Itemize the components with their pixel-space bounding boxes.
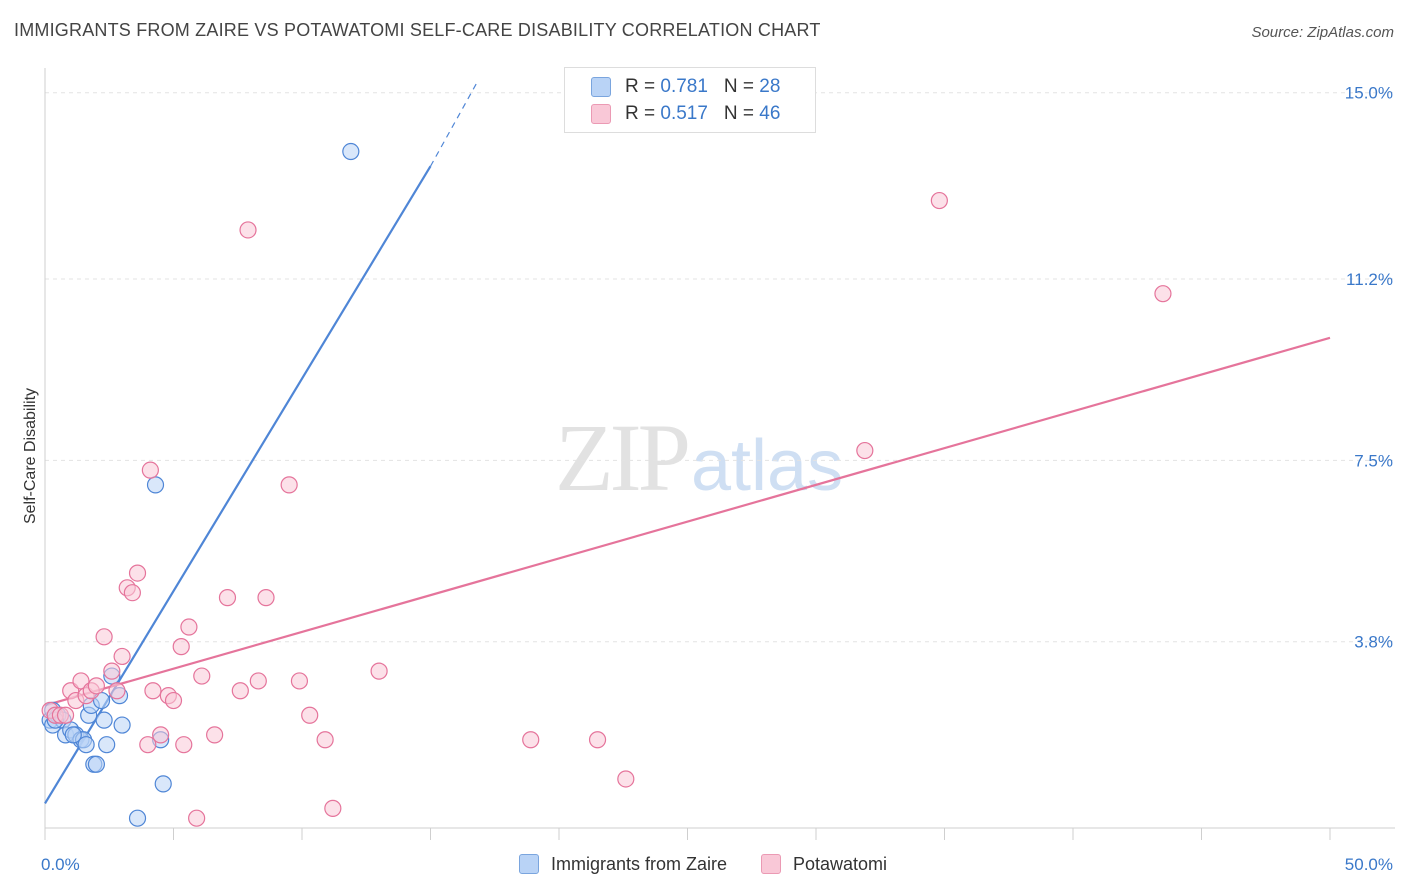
point-potawatomi[interactable] [95, 628, 113, 646]
tick-labels: 3.8% 7.5% 11.2% 15.0% 0.0% 50.0% [41, 84, 1393, 874]
watermark: ZIPatlas [555, 402, 843, 513]
data-points [41, 142, 1172, 827]
point-potawatomi[interactable] [193, 667, 211, 685]
legend-r-value: 0.517 [660, 103, 708, 124]
point-potawatomi[interactable] [239, 221, 257, 239]
axes [44, 68, 1395, 840]
point-potawatomi[interactable] [522, 731, 540, 749]
point-potawatomi[interactable] [128, 564, 147, 582]
watermark-zip: ZIP [555, 404, 691, 511]
legend-n-label: N = [723, 103, 760, 124]
point-potawatomi[interactable] [290, 672, 309, 690]
point-potawatomi[interactable] [231, 682, 249, 700]
point-potawatomi[interactable] [218, 589, 237, 607]
trend-line-potawatomi [44, 336, 1331, 707]
y-tick-label: 15.0% [1345, 84, 1393, 103]
y-tick-label: 11.2% [1346, 270, 1393, 289]
point-potawatomi[interactable] [188, 809, 206, 827]
point-potawatomi[interactable] [172, 638, 190, 656]
legend-n-value: 46 [759, 103, 781, 124]
point-potawatomi[interactable] [280, 476, 298, 494]
grid-lines [45, 92, 1395, 643]
legend-n-value: 28 [759, 76, 781, 97]
point-potawatomi[interactable] [113, 647, 131, 666]
point-potawatomi[interactable] [257, 589, 275, 607]
point-potawatomi[interactable] [1154, 285, 1172, 303]
legend-swatch-pink [760, 854, 781, 874]
legend-item-zaire[interactable]: Immigrants from Zaire [518, 853, 727, 875]
point-potawatomi[interactable] [617, 770, 635, 788]
point-potawatomi[interactable] [206, 726, 224, 744]
point-potawatomi[interactable] [123, 584, 141, 602]
point-potawatomi[interactable] [175, 736, 193, 754]
point-potawatomi[interactable] [370, 662, 388, 680]
correlation-legend: R = 0.781 N = 28 R = 0.517 N = 46 [564, 67, 816, 133]
legend-swatch-blue [518, 854, 539, 874]
point-potawatomi[interactable] [144, 682, 162, 700]
point-zaire[interactable] [95, 711, 113, 729]
y-axis-title: Self-Care Disability [22, 388, 39, 524]
point-zaire[interactable] [154, 775, 172, 793]
point-potawatomi[interactable] [87, 677, 106, 695]
y-tick-label: 3.8% [1354, 633, 1393, 652]
point-zaire[interactable] [146, 476, 165, 494]
point-potawatomi[interactable] [56, 706, 75, 724]
series-legend: Immigrants from Zaire Potawatomi [0, 850, 1406, 878]
point-potawatomi[interactable] [103, 662, 121, 680]
point-zaire[interactable] [113, 716, 131, 734]
legend-label-zaire: Immigrants from Zaire [550, 853, 727, 874]
point-potawatomi[interactable] [180, 618, 198, 636]
point-zaire[interactable] [64, 726, 82, 744]
legend-row-zaire: R = 0.781 N = 28 [591, 74, 780, 100]
legend-swatch-pink [591, 104, 611, 124]
point-potawatomi[interactable] [108, 682, 126, 700]
legend-r-value: 0.781 [660, 76, 708, 97]
legend-swatch-blue [591, 77, 611, 97]
point-potawatomi[interactable] [301, 706, 319, 724]
point-potawatomi[interactable] [249, 672, 267, 690]
source-credit: Source: ZipAtlas.com [1251, 24, 1394, 41]
point-zaire[interactable] [128, 809, 147, 827]
point-potawatomi[interactable] [316, 731, 334, 749]
legend-n-label: N = [723, 76, 760, 97]
legend-r-label: R = [625, 103, 661, 124]
point-zaire[interactable] [342, 142, 360, 161]
point-potawatomi[interactable] [164, 691, 183, 710]
point-potawatomi[interactable] [930, 191, 948, 210]
point-potawatomi[interactable] [139, 736, 157, 754]
legend-r-label: R = [625, 76, 661, 97]
point-potawatomi[interactable] [588, 731, 607, 749]
y-tick-label: 7.5% [1354, 451, 1393, 470]
chart-title: IMMIGRANTS FROM ZAIRE VS POTAWATOMI SELF… [14, 20, 821, 40]
point-zaire[interactable] [77, 736, 95, 754]
x-tick-label: 0.0% [41, 855, 80, 874]
point-potawatomi[interactable] [856, 441, 874, 460]
x-tick-label: 50.0% [1345, 855, 1393, 874]
trend-line-extension [429, 82, 478, 167]
legend-label-potawatomi: Potawatomi [792, 853, 888, 874]
point-potawatomi[interactable] [324, 799, 342, 817]
point-potawatomi[interactable] [141, 461, 159, 479]
legend-item-potawatomi[interactable]: Potawatomi [760, 853, 888, 875]
point-potawatomi[interactable] [152, 726, 170, 744]
legend-row-potawatomi: R = 0.517 N = 46 [591, 101, 780, 127]
point-zaire[interactable] [98, 736, 116, 754]
point-zaire[interactable] [87, 755, 106, 773]
watermark-atlas: atlas [691, 426, 844, 506]
